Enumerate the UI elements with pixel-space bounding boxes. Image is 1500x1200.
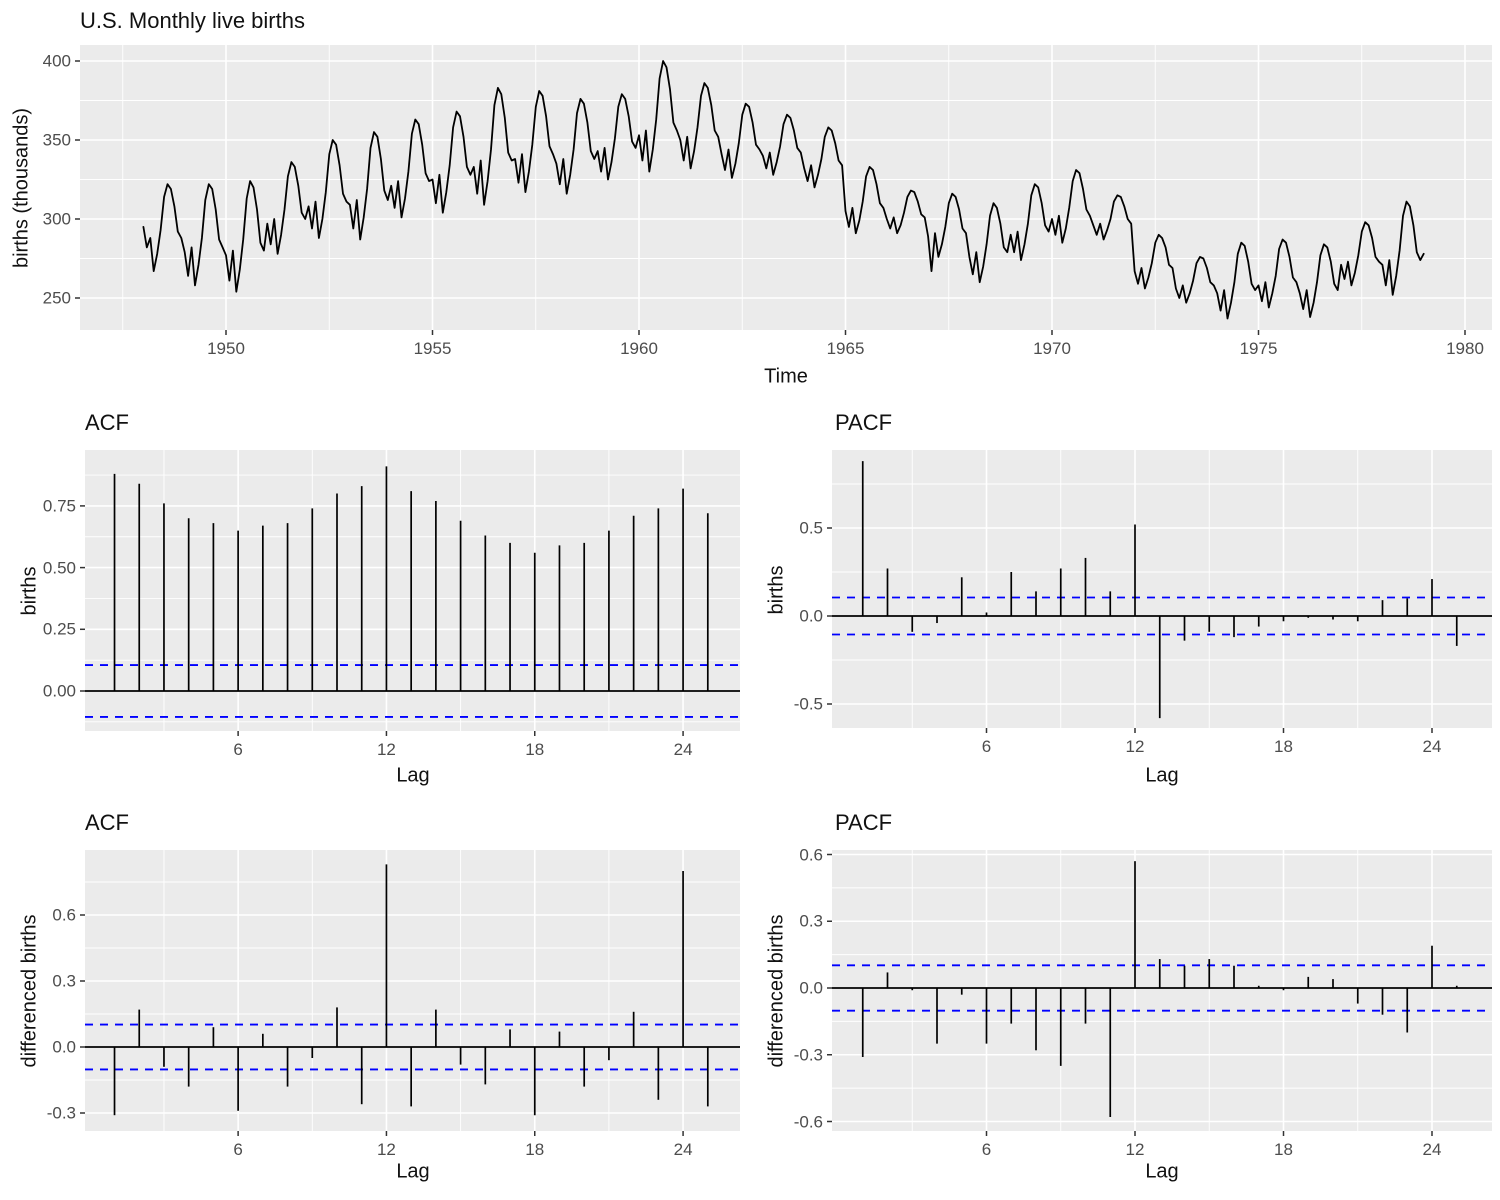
acf2-y-tick-label: 0.0 <box>52 1037 76 1057</box>
acf1-y-tick-label: 0.75 <box>42 496 76 516</box>
pacf-births-y-axis-title: births <box>765 565 788 615</box>
pacf2-y-tick-label: 0.6 <box>799 845 823 864</box>
acf1-x-tick-label: 24 <box>673 740 693 759</box>
acf1-x-tick-label: 18 <box>525 740 545 759</box>
acf2-x-tick-label: 12 <box>376 1140 396 1159</box>
acf2-y-tick-label: -0.3 <box>46 1103 76 1123</box>
pacf2-y-tick-label: -0.6 <box>793 1112 823 1131</box>
ts-x-tick-label: 1965 <box>826 339 865 358</box>
ts-x-tick-label: 1960 <box>620 339 658 358</box>
pacf1-x-tick-label: 18 <box>1274 737 1293 756</box>
pacf2-x-tick-label: 6 <box>981 1140 992 1159</box>
pacf2-y-tick-label: 0.0 <box>799 978 823 998</box>
acf-differenced-x-axis-title: Lag <box>396 1160 430 1183</box>
acf-differenced-title: ACF <box>85 810 129 835</box>
acf1-y-tick-label: 0.50 <box>42 558 76 578</box>
pacf-differenced-y-axis-title: differenced births <box>765 914 788 1068</box>
ts-x-tick-label: 1950 <box>207 339 245 358</box>
pacf-differenced-title: PACF <box>835 810 893 835</box>
pacf2-panel <box>827 850 1492 1136</box>
acf-births-title: ACF <box>85 410 129 435</box>
acf1-panel <box>80 450 740 736</box>
pacf2-x-tick-label: 24 <box>1422 1140 1442 1159</box>
acf2-x-tick-label: 24 <box>673 1140 693 1159</box>
ts-panel <box>75 45 1492 335</box>
ts-y-tick-label: 250 <box>42 288 71 308</box>
pacf-differenced-x-axis-title: Lag <box>1145 1160 1179 1183</box>
pacf1-y-tick-label: 0.0 <box>799 606 823 626</box>
acf1-y-tick-label: 0.25 <box>42 619 76 639</box>
acf2-panel <box>80 850 740 1136</box>
pacf-births-x-axis-title: Lag <box>1145 764 1179 787</box>
pacf-births-title: PACF <box>835 410 893 435</box>
ts-x-tick-label: 1970 <box>1033 339 1071 358</box>
acf-births-y-axis-title: births <box>18 566 41 616</box>
timeseries-x-axis-title: Time <box>764 365 808 388</box>
pacf1-y-tick-label: 0.5 <box>799 518 823 538</box>
pacf1-x-tick-label: 12 <box>1125 737 1145 756</box>
pacf2-x-tick-label: 12 <box>1125 1140 1145 1159</box>
acf2-x-tick-label: 18 <box>525 1140 545 1159</box>
acf-births-x-axis-title: Lag <box>396 764 430 787</box>
pacf2-y-tick-label: -0.3 <box>793 1045 823 1065</box>
pacf2-x-tick-label: 18 <box>1274 1140 1293 1159</box>
timeseries-y-axis-title: births (thousands) <box>10 107 33 269</box>
pacf1-y-tick-label: -0.5 <box>793 694 823 714</box>
pacf1-x-tick-label: 6 <box>981 737 992 756</box>
ts-y-tick-label: 400 <box>42 51 71 71</box>
acf2-y-tick-label: 0.6 <box>52 905 76 925</box>
pacf2-y-tick-label: 0.3 <box>799 911 823 931</box>
acf2-y-tick-label: 0.3 <box>52 971 76 991</box>
ts-x-tick-label: 1975 <box>1239 339 1278 358</box>
acf1-x-tick-label: 12 <box>376 740 396 759</box>
acf1-x-tick-label: 6 <box>233 740 243 759</box>
ts-y-tick-label: 350 <box>42 130 71 150</box>
acf2-x-tick-label: 6 <box>233 1140 243 1159</box>
pacf1-x-tick-label: 24 <box>1422 737 1442 756</box>
births-timeseries-line <box>142 60 1425 320</box>
ts-x-tick-label: 1955 <box>413 339 452 358</box>
acf-differenced-y-axis-title: differenced births <box>18 914 41 1068</box>
pacf1-panel <box>827 450 1492 733</box>
timeseries-title: U.S. Monthly live births <box>80 8 305 33</box>
ts-y-tick-label: 300 <box>42 209 71 229</box>
ts-x-tick-label: 1980 <box>1446 339 1484 358</box>
acf1-y-tick-label: 0.00 <box>42 681 76 701</box>
